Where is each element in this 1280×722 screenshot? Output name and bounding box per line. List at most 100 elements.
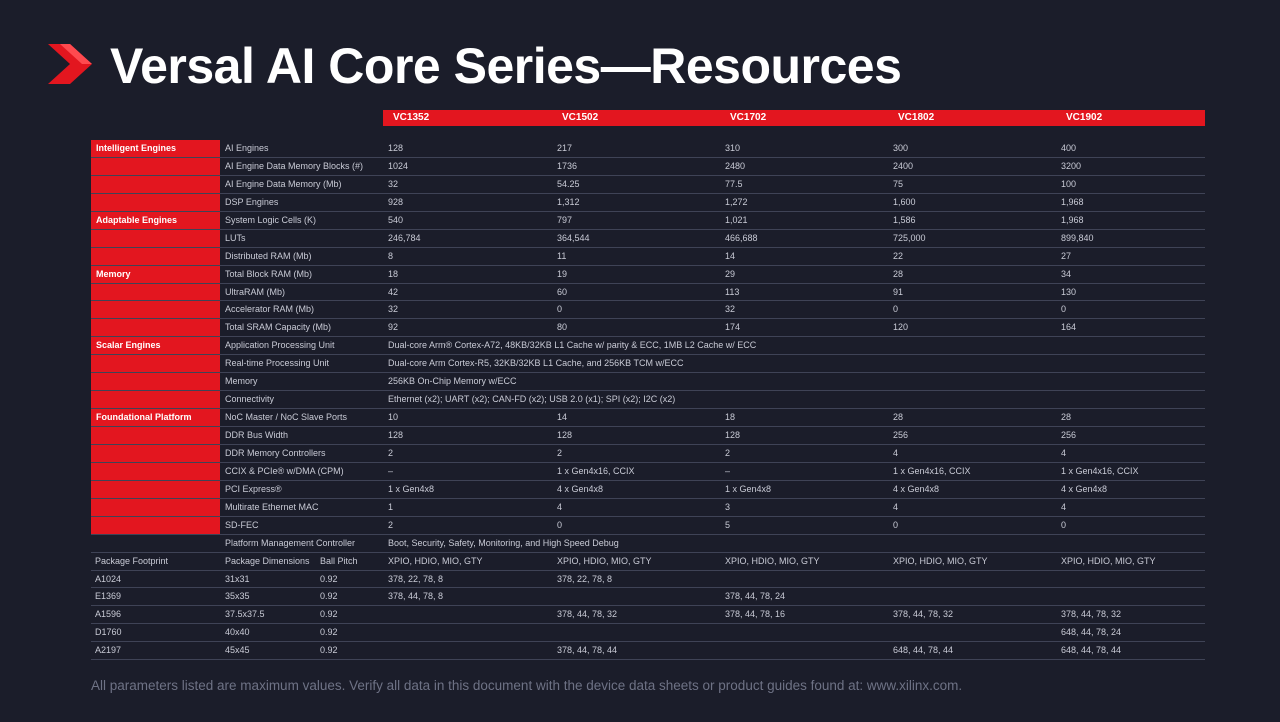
package-dimensions: 45x45 — [225, 645, 250, 656]
cell-value: 164 — [1061, 322, 1077, 333]
cell-value: 4 — [1061, 447, 1067, 458]
ball-pitch: 0.92 — [320, 627, 338, 638]
cell-value: 27 — [1061, 250, 1072, 261]
table-row: UltraRAM (Mb) 42 60 113 91 130 — [91, 284, 1205, 302]
row-label: Platform Management Controller — [225, 537, 356, 548]
cell-value: 14 — [725, 250, 736, 261]
cell-value: 4 — [557, 501, 563, 512]
cell-value: 2 — [388, 447, 394, 458]
footer-note: All parameters listed are maximum values… — [91, 678, 963, 693]
package-io-value: 378, 44, 78, 44 — [557, 645, 618, 656]
xilinx-chevron-logo-icon — [48, 44, 92, 84]
cell-value: 1,600 — [893, 196, 916, 207]
cell-value: 1 x Gen4x16, CCIX — [893, 465, 971, 476]
package-dimensions-header: Package Dimensions — [225, 555, 310, 566]
cell-value: 1,312 — [557, 196, 580, 207]
cell-value: 120 — [893, 322, 909, 333]
io-header: XPIO, HDIO, MIO, GTY — [1061, 555, 1156, 566]
cell-value: 1 — [388, 501, 394, 512]
row-label: Total Block RAM (Mb) — [225, 268, 313, 279]
row-label: DSP Engines — [225, 196, 279, 207]
cell-value: 54.25 — [557, 178, 580, 189]
row-label: Connectivity — [225, 394, 275, 405]
cell-value: 18 — [388, 268, 399, 279]
cell-value: 60 — [557, 286, 568, 297]
package-dimensions: 37.5x37.5 — [225, 609, 265, 620]
cell-value: 3200 — [1061, 160, 1082, 171]
category-label: Memory — [96, 268, 131, 279]
cell-value: 18 — [725, 412, 736, 423]
cell-value: 3 — [725, 501, 731, 512]
io-header: XPIO, HDIO, MIO, GTY — [725, 555, 820, 566]
package-name: A2197 — [95, 645, 122, 656]
package-dimensions: 31x31 — [225, 573, 250, 584]
cell-value: – — [388, 465, 394, 476]
row-label: Application Processing Unit — [225, 340, 335, 351]
table-row: DDR Memory Controllers 2 2 2 4 4 — [91, 445, 1205, 463]
row-label: UltraRAM (Mb) — [225, 286, 285, 297]
row-span-value: Ethernet (x2); UART (x2); CAN-FD (x2); U… — [388, 394, 676, 405]
row-label: NoC Master / NoC Slave Ports — [225, 412, 348, 423]
cell-value: 4 — [1061, 501, 1067, 512]
cell-value: 130 — [1061, 286, 1077, 297]
row-label: SD-FEC — [225, 519, 259, 530]
cell-value: 128 — [388, 143, 404, 153]
row-label: Memory — [225, 376, 258, 387]
package-io-value: 378, 22, 78, 8 — [388, 573, 444, 584]
cell-value: 0 — [557, 304, 563, 315]
package-io-value: 378, 44, 78, 32 — [1061, 609, 1122, 620]
cell-value: 75 — [893, 178, 904, 189]
cell-value: 899,840 — [1061, 232, 1094, 243]
cell-value: 0 — [893, 304, 899, 315]
package-io-value: 648, 44, 78, 24 — [1061, 627, 1122, 638]
cell-value: 34 — [1061, 268, 1072, 279]
row-label: Real-time Processing Unit — [225, 358, 330, 369]
device-header-vc1802: VC1802 — [898, 112, 935, 123]
package-row: A1024 31x31 0.92 378, 22, 78, 8 378, 22, 78,… — [91, 571, 1205, 589]
row-span-value: Dual-core Arm® Cortex-A72, 48KB/32KB L1 … — [388, 340, 757, 351]
package-io-value: 378, 22, 78, 8 — [557, 573, 613, 584]
cell-value: 1,272 — [725, 196, 748, 207]
cell-value: 725,000 — [893, 232, 926, 243]
cell-value: 1,021 — [725, 214, 748, 225]
cell-value: 2 — [725, 447, 731, 458]
table-row: PCI Express® 1 x Gen4x8 4 x Gen4x8 1 x Gen4… — [91, 481, 1205, 499]
package-io-value: 648, 44, 78, 44 — [893, 645, 954, 656]
package-name: D1760 — [95, 627, 122, 638]
cell-value: 22 — [893, 250, 904, 261]
cell-value: – — [725, 465, 731, 476]
cell-value: 310 — [725, 143, 741, 153]
table-row: SD-FEC 2 0 5 0 0 — [91, 517, 1205, 535]
table-row: LUTs 246,784 364,544 466,688 725,000 899,840 — [91, 230, 1205, 248]
row-label: PCI Express® — [225, 483, 282, 494]
cell-value: 32 — [725, 304, 736, 315]
cell-value: 42 — [388, 286, 399, 297]
cell-value: 77.5 — [725, 178, 743, 189]
cell-value: 28 — [893, 412, 904, 423]
cell-value: 29 — [725, 268, 736, 279]
table-row: DSP Engines 928 1,312 1,272 1,600 1,968 — [91, 194, 1205, 212]
cell-value: 2 — [557, 447, 563, 458]
cell-value: 400 — [1061, 143, 1077, 153]
table-row: Connectivity Ethernet (x2); UART (x2); CA… — [91, 391, 1205, 410]
row-span-value: Boot, Security, Safety, Monitoring, and … — [388, 537, 619, 548]
cell-value: 10 — [388, 412, 399, 423]
cell-value: 1,968 — [1061, 196, 1084, 207]
package-row: D1760 40x40 0.92 648, 44, 78, 24 — [91, 624, 1205, 643]
cell-value: 113 — [725, 286, 740, 297]
cell-value: 0 — [893, 519, 899, 530]
table-row: NoC Master / NoC Slave Ports 10 14 18 28 28 — [91, 409, 1205, 427]
package-name: A1596 — [95, 609, 122, 620]
row-label: DDR Bus Width — [225, 430, 289, 440]
table-row: Platform Management Controller Boot, Secu… — [91, 535, 1205, 553]
cell-value: 217 — [557, 143, 573, 153]
package-name: A1024 — [95, 573, 122, 584]
cell-value: 2400 — [893, 160, 914, 171]
row-label: AI Engines — [225, 143, 269, 153]
cell-value: 32 — [388, 304, 399, 315]
row-span-value: 256KB On-Chip Memory w/ECC — [388, 376, 517, 387]
table-row: Total Block RAM (Mb) 18 19 29 28 34 — [91, 266, 1205, 284]
table-row: Application Processing Unit Dual-core Arm… — [91, 337, 1205, 356]
ball-pitch: 0.92 — [320, 609, 338, 620]
cell-value: 11 — [557, 250, 567, 261]
